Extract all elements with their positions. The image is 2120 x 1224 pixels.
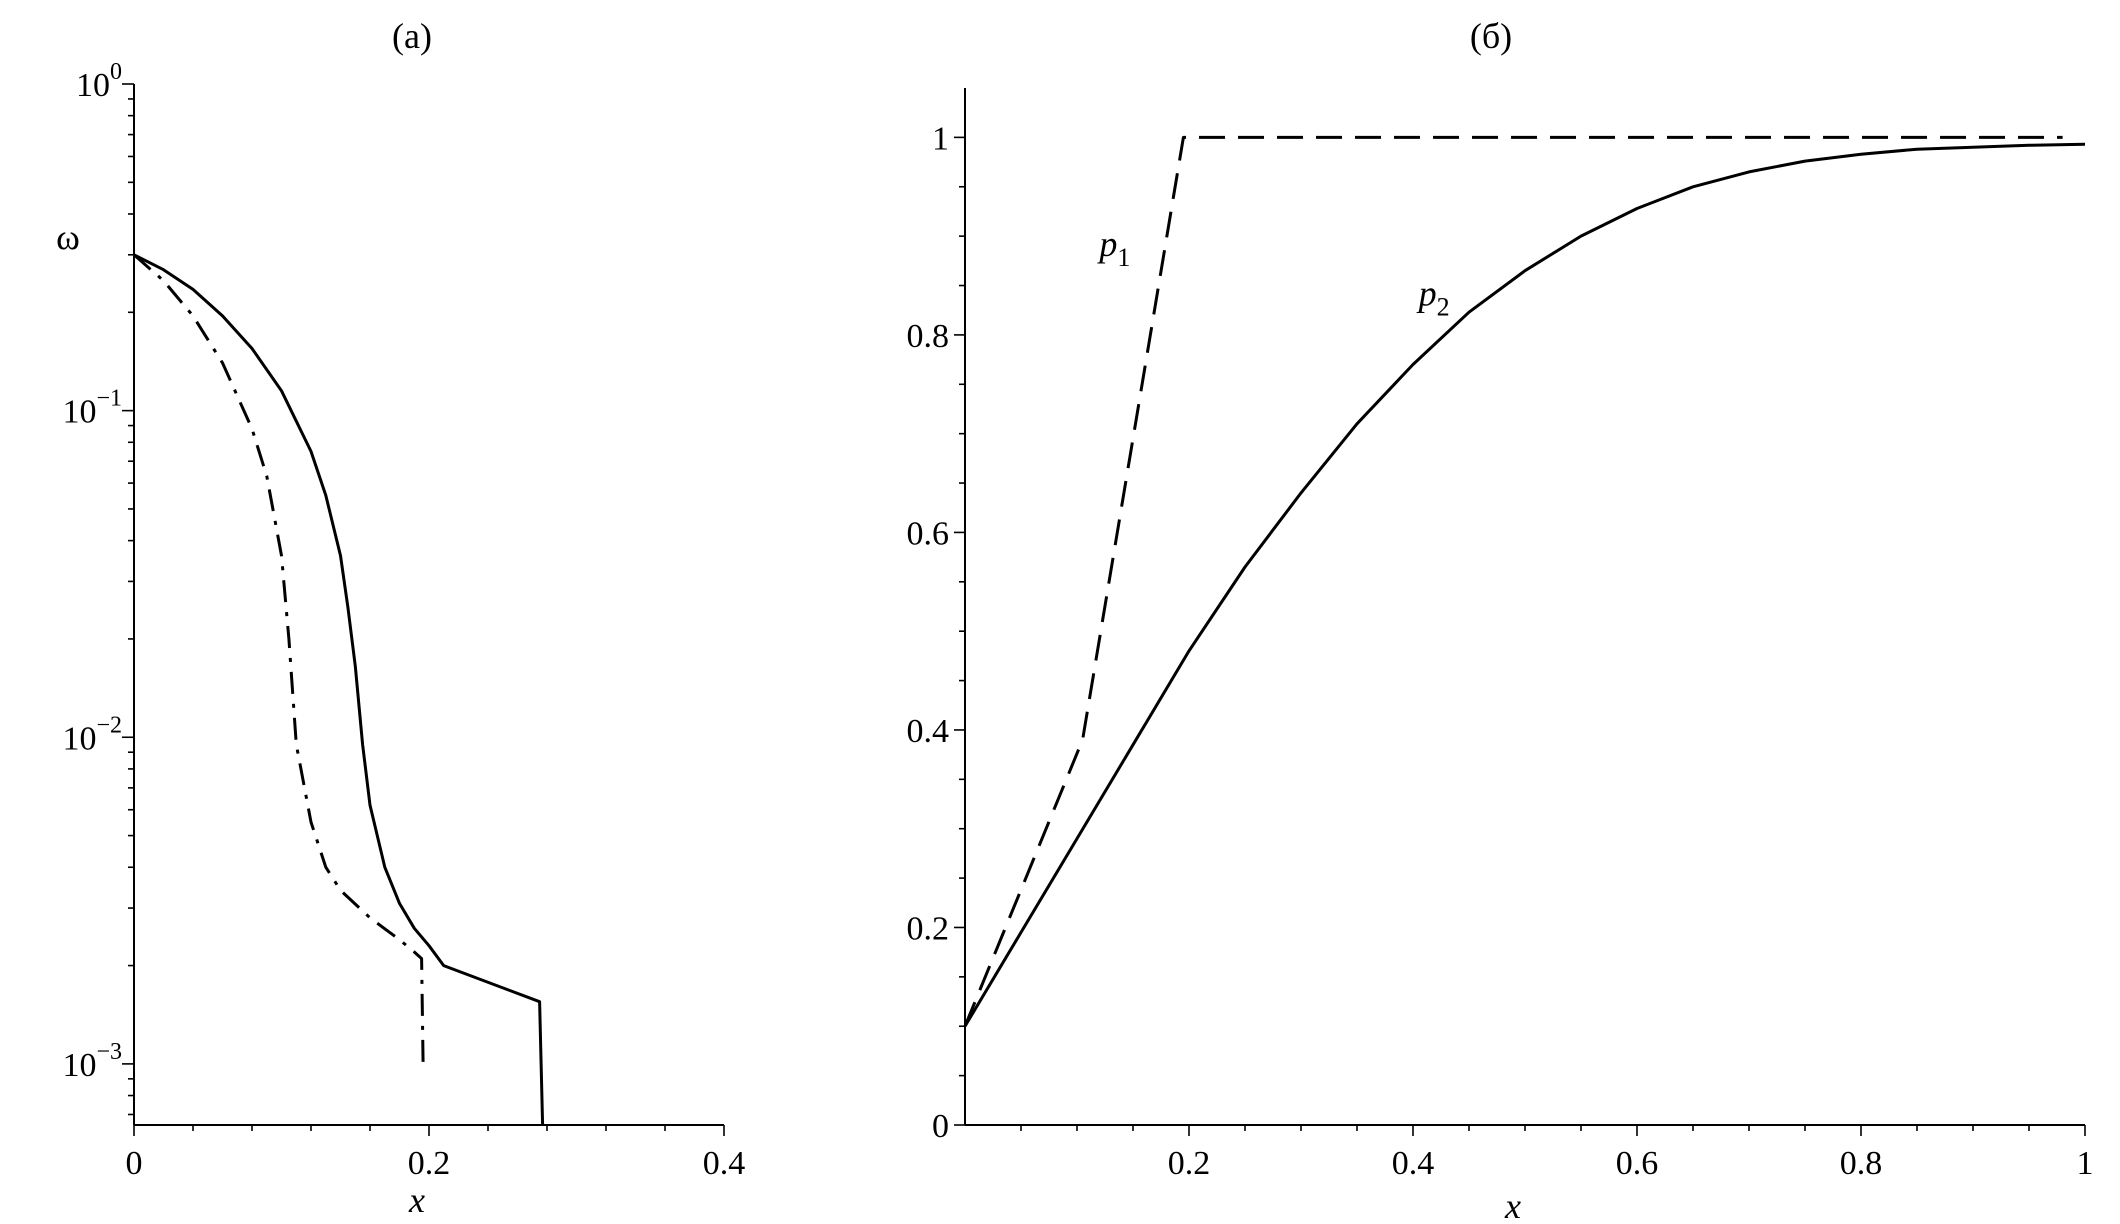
y-tick-label-a: 10−1 xyxy=(62,386,122,431)
series-line-b-2 xyxy=(963,142,2086,1027)
y-tick-label-b: 0.8 xyxy=(907,318,950,355)
y-tick-label-b: 0.6 xyxy=(907,515,950,552)
x-tick-label-a: 0 xyxy=(126,1145,143,1182)
x-axis-label-a: x xyxy=(408,1180,425,1220)
y-tick-label-a: 10−2 xyxy=(62,712,122,757)
y-tick-label-b: 0 xyxy=(932,1108,949,1145)
y-tick-label-b: 0.4 xyxy=(907,713,950,750)
x-tick-label-b: 1 xyxy=(2077,1145,2094,1182)
x-tick-label-b: 0.8 xyxy=(1840,1145,1883,1182)
y-tick-label-a: 10−3 xyxy=(62,1039,122,1084)
y-tick-label-b: 1 xyxy=(932,120,949,157)
y-tick-label-b: 0.2 xyxy=(907,910,950,947)
series-line-a-2 xyxy=(133,253,425,1064)
x-tick-label-b: 0.6 xyxy=(1616,1145,1659,1182)
y-tick-label-a: 100 xyxy=(76,59,122,104)
panel-title-a: (a) xyxy=(392,16,432,56)
series-label-b-2: p2 xyxy=(1416,273,1450,321)
x-axis-label-b: x xyxy=(1504,1186,1521,1224)
panel-a: (a) 0 0.2 0.4 100 10−1 10−2 10−3 x ω xyxy=(56,16,745,1220)
series-label-b-1: p1 xyxy=(1096,224,1130,272)
panel-b: (б) 0.2 0.4 0.6 0.8 1 0 0.2 0.4 0.6 0.8 1 x p1 p2 xyxy=(907,16,2094,1224)
series-line-a-1 xyxy=(133,253,545,1126)
y-axis-label-a: ω xyxy=(56,217,80,257)
x-tick-label-a: 0.2 xyxy=(408,1145,451,1182)
x-tick-label-b: 0.4 xyxy=(1392,1145,1435,1182)
x-tick-label-a: 0.4 xyxy=(703,1145,746,1182)
panel-title-b: (б) xyxy=(1470,16,1512,56)
x-tick-label-b: 0.2 xyxy=(1168,1145,1211,1182)
